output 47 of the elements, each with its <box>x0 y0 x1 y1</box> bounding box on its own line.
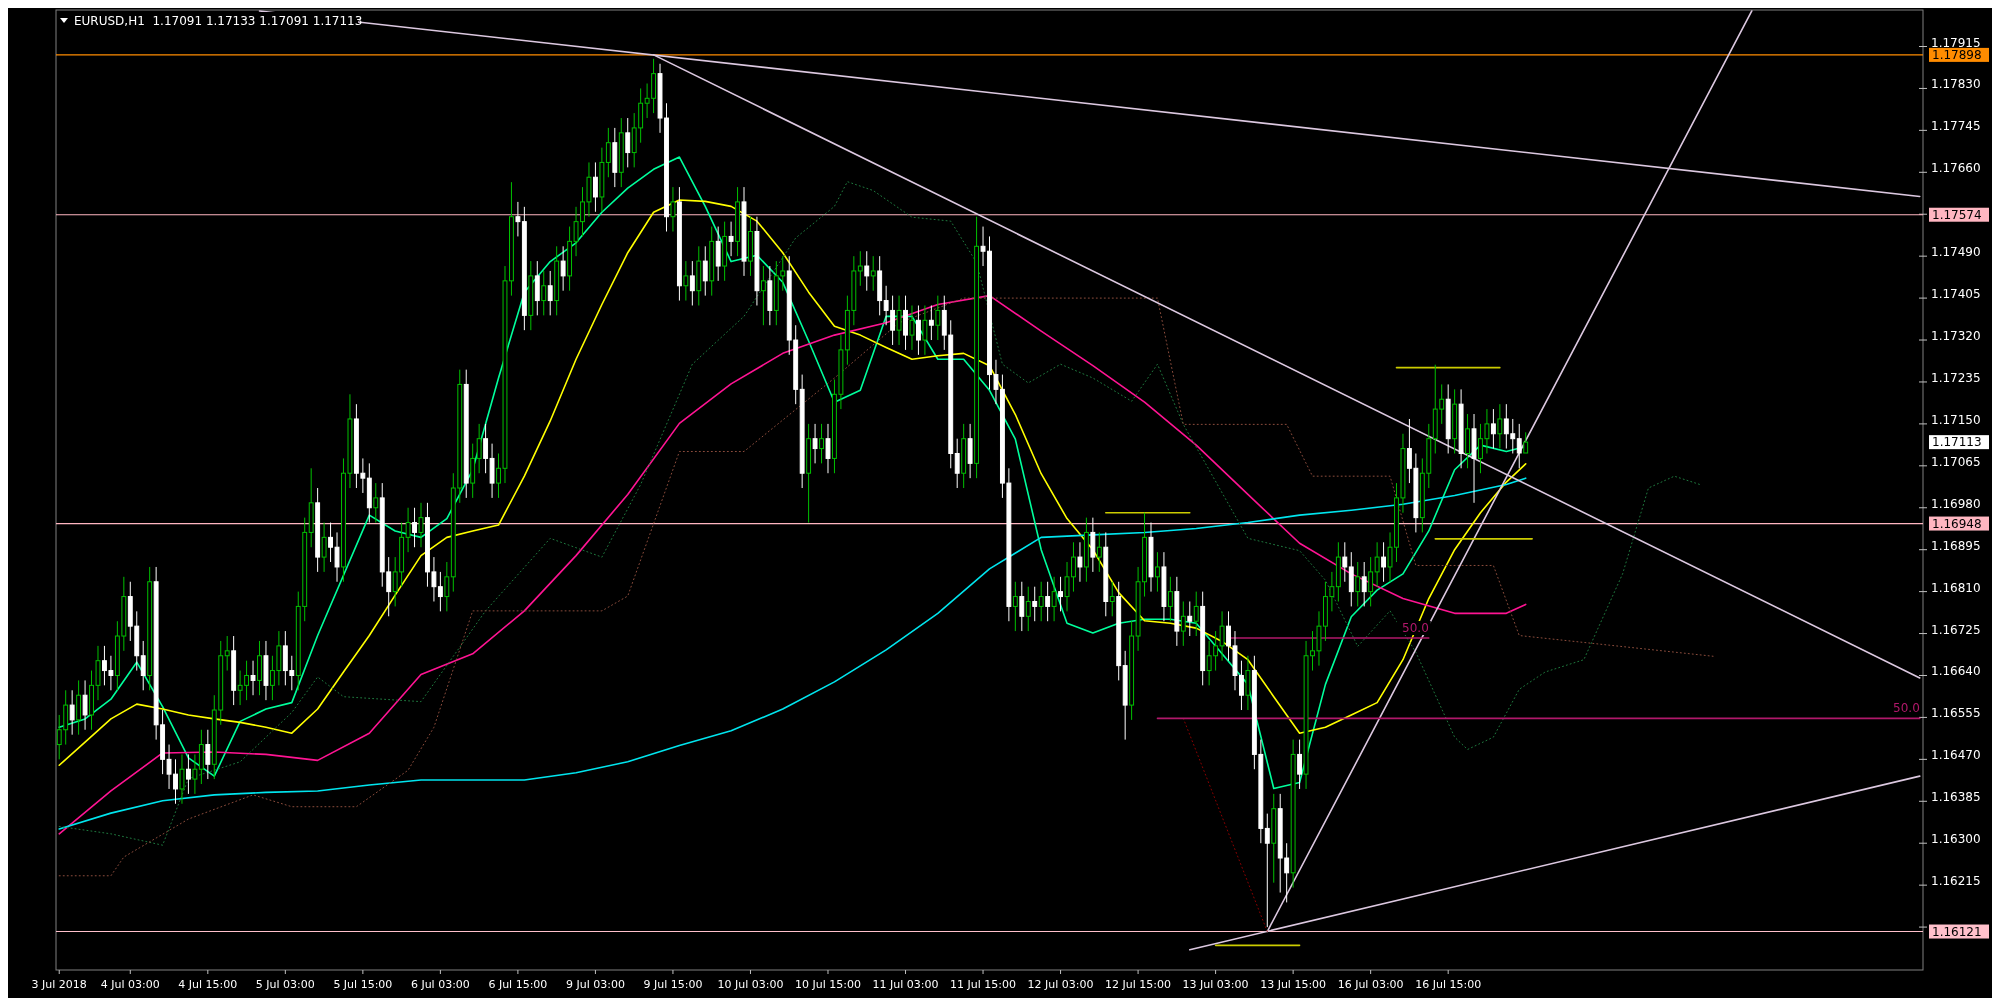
x-tick-label: 5 Jul 03:00 <box>255 978 315 991</box>
y-tick-label: 1.16810 <box>1931 580 1981 595</box>
y-tick-label: 1.17320 <box>1931 329 1981 344</box>
x-tick-label: 11 Jul 03:00 <box>872 978 939 991</box>
y-tick-label: 1.16725 <box>1931 622 1981 637</box>
x-tick-label: 13 Jul 03:00 <box>1182 978 1249 991</box>
series-label: 50.0 <box>1402 621 1429 635</box>
x-tick-label: 16 Jul 15:00 <box>1415 978 1482 991</box>
y-tick-label: 1.17830 <box>1931 77 1981 92</box>
x-tick-label: 13 Jul 15:00 <box>1260 978 1327 991</box>
x-tick-label: 3 Jul 2018 <box>31 978 87 991</box>
x-tick-label: 9 Jul 03:00 <box>565 978 625 991</box>
ref-line-label: 1.17574 <box>1932 207 1982 222</box>
series-label: 50.0 <box>1893 701 1920 716</box>
y-tick-label: 1.17405 <box>1931 287 1981 302</box>
chart-title: EURUSD,H1 1.17091 1.17133 1.17091 1.17113 <box>74 14 363 28</box>
text: 1.17113 <box>1932 435 1982 450</box>
y-tick-label: 1.17660 <box>1931 161 1981 176</box>
y-tick-label: 1.17065 <box>1931 454 1981 469</box>
y-tick-label: 1.16215 <box>1931 874 1981 889</box>
x-tick-label: 10 Jul 15:00 <box>795 978 861 991</box>
x-tick-label: 5 Jul 15:00 <box>333 978 393 991</box>
y-tick-label: 1.16640 <box>1931 664 1981 679</box>
y-tick-label: 1.17915 <box>1931 35 1981 50</box>
x-tick-label: 12 Jul 15:00 <box>1105 978 1172 991</box>
y-tick-label: 1.16555 <box>1931 706 1981 721</box>
ref-line-label: 1.16121 <box>1932 924 1982 939</box>
y-tick-label: 1.16980 <box>1931 496 1981 511</box>
x-tick-label: 16 Jul 03:00 <box>1337 978 1404 991</box>
x-tick-label: 4 Jul 15:00 <box>178 978 238 991</box>
y-tick-label: 1.16470 <box>1931 748 1981 763</box>
y-tick-label: 1.17235 <box>1931 370 1981 385</box>
x-tick-label: 10 Jul 03:00 <box>717 978 784 991</box>
y-tick-label: 1.17745 <box>1931 119 1981 134</box>
x-tick-label: 9 Jul 15:00 <box>643 978 703 991</box>
y-tick-label: 1.16385 <box>1931 790 1981 805</box>
x-tick-label: 4 Jul 03:00 <box>100 978 160 991</box>
x-tick-label: 12 Jul 03:00 <box>1027 978 1094 991</box>
x-tick-label: 6 Jul 15:00 <box>488 978 548 991</box>
y-tick-label: 1.16895 <box>1931 538 1981 553</box>
x-tick-label: 11 Jul 15:00 <box>950 978 1017 991</box>
y-tick-label: 1.17150 <box>1931 412 1981 427</box>
ref-line-label: 1.16948 <box>1932 516 1982 531</box>
y-tick-label: 1.16300 <box>1931 832 1981 847</box>
x-tick-label: 6 Jul 03:00 <box>410 978 470 991</box>
ref-line-label: 1.17898 <box>1932 47 1982 62</box>
y-tick-label: 1.17490 <box>1931 245 1981 260</box>
